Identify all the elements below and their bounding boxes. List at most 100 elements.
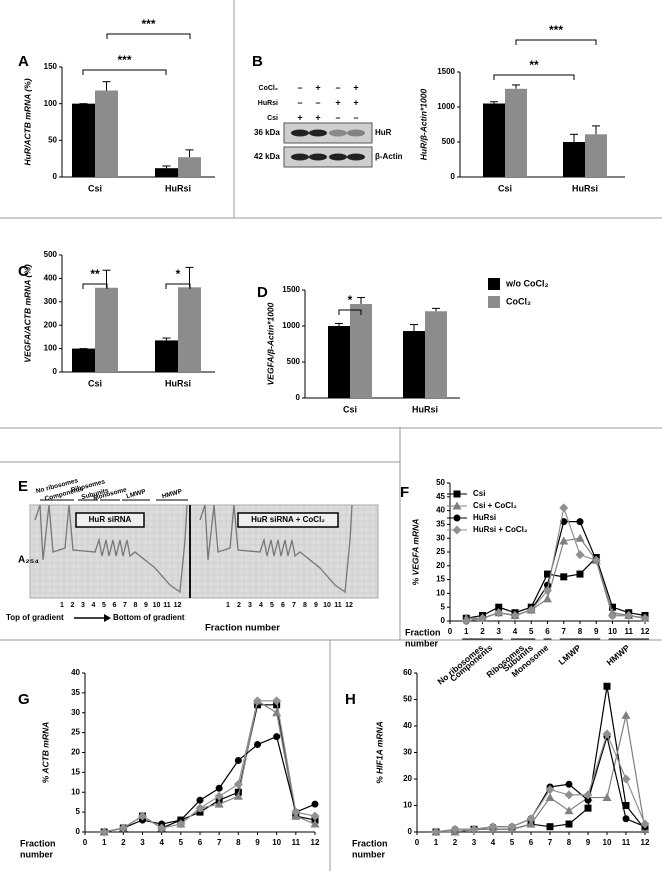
x-axis-label: Fraction	[405, 627, 441, 637]
significance-label: *	[348, 293, 353, 307]
x-tick-label: 3	[140, 838, 145, 847]
significance-bracket	[165, 283, 191, 289]
bar	[155, 168, 178, 177]
point	[253, 696, 262, 706]
y-tick-label: 300	[44, 297, 58, 306]
group-label: HMWP	[161, 488, 183, 500]
y-tick-label: 25	[71, 728, 80, 737]
x-tick-label: 10	[608, 627, 617, 636]
y-tick-label: 1500	[282, 285, 300, 294]
point	[622, 802, 630, 809]
x-axis-label: Fraction	[352, 838, 388, 848]
y-tick-label: 25	[436, 547, 445, 556]
blot-band	[291, 153, 309, 161]
point	[233, 791, 243, 800]
x-tick-label: 6	[545, 627, 550, 636]
point	[583, 790, 593, 800]
legend-label: w/o CoCl₂	[505, 278, 549, 288]
y-tick-label: 35	[436, 520, 445, 529]
y-tick-label: 15	[436, 575, 445, 584]
fraction-number: 7	[123, 602, 127, 609]
x-tick-label: Csi	[343, 404, 357, 414]
blot-sign: +	[297, 112, 302, 122]
point	[576, 518, 584, 526]
series-line	[436, 715, 646, 833]
y-tick-label: 0	[76, 827, 81, 836]
y-tick-label: 0	[441, 616, 446, 625]
fraction-number: 11	[334, 602, 342, 609]
x-axis-label: number	[352, 849, 386, 859]
point	[214, 791, 224, 801]
point	[576, 570, 584, 578]
x-tick-label: 0	[448, 627, 453, 636]
point	[545, 785, 555, 795]
y-tick-label: 35	[71, 688, 80, 697]
blot-band	[309, 129, 327, 137]
x-tick-label: 5	[510, 838, 515, 847]
fraction-number: 1	[226, 602, 230, 609]
blot-sign: –	[335, 82, 340, 92]
y-axis-label: HuR/ACTB mRNA (%)	[22, 78, 32, 165]
point	[602, 729, 612, 739]
y-tick-label: 0	[408, 827, 413, 836]
bar	[563, 142, 585, 177]
bar	[72, 103, 95, 177]
y-tick-label: 20	[436, 561, 445, 570]
y-axis-label: HuR/β-Actin*1000	[418, 89, 428, 161]
blot-band	[347, 129, 365, 137]
x-tick-label: 12	[641, 627, 650, 636]
y-tick-label: 10	[436, 589, 445, 598]
point	[196, 796, 204, 804]
fraction-number: 5	[270, 602, 274, 609]
y-tick-label: 60	[403, 668, 412, 677]
y-tick-label: 0	[53, 172, 58, 181]
point	[602, 793, 612, 802]
significance-bracket	[515, 39, 597, 45]
bar	[483, 103, 505, 177]
x-tick-label: 2	[453, 838, 458, 847]
point	[431, 827, 441, 837]
x-tick-label: 0	[83, 838, 88, 847]
point	[272, 708, 282, 717]
y-tick-label: 30	[436, 533, 445, 542]
panel-label: B	[252, 53, 263, 70]
gradient-bottom: Bottom of gradient	[113, 613, 185, 622]
significance-label: ***	[141, 17, 155, 31]
y-tick-label: 20	[71, 748, 80, 757]
point	[118, 823, 128, 833]
x-tick-label: 4	[159, 838, 164, 847]
point	[510, 610, 520, 620]
band-size: 36 kDa	[254, 128, 280, 137]
gradient-top: Top of gradient	[6, 613, 64, 622]
band-name: β-Actin	[375, 152, 403, 161]
bar	[72, 348, 95, 372]
point	[99, 827, 109, 837]
y-tick-label: 40	[436, 506, 445, 515]
group-label: LMWP	[126, 488, 148, 500]
fraction-number: 8	[303, 602, 307, 609]
x-tick-label: 11	[292, 838, 301, 847]
fraction-number: 2	[237, 602, 241, 609]
x-tick-label: 3	[497, 627, 502, 636]
bar	[328, 326, 350, 398]
significance-label: **	[90, 267, 100, 281]
series-line	[104, 700, 316, 833]
x-tick-label: 6	[198, 838, 203, 847]
x-axis-label: number	[20, 849, 54, 859]
trace-box	[237, 512, 339, 528]
y-axis-label: VEGFA/ACTB mRNA (%)	[22, 264, 32, 363]
point	[543, 586, 552, 596]
x-axis-label: number	[405, 638, 439, 648]
x-tick-label: 7	[562, 627, 567, 636]
fraction-number: 10	[153, 602, 161, 609]
x-tick-label: 6	[529, 838, 534, 847]
blot-sign: –	[297, 82, 302, 92]
y-tick-label: 30	[403, 748, 412, 757]
point	[138, 811, 147, 821]
y-tick-label: 50	[48, 135, 57, 144]
point	[564, 806, 574, 815]
x-tick-label: 1	[434, 838, 439, 847]
x-tick-label: 11	[622, 838, 631, 847]
